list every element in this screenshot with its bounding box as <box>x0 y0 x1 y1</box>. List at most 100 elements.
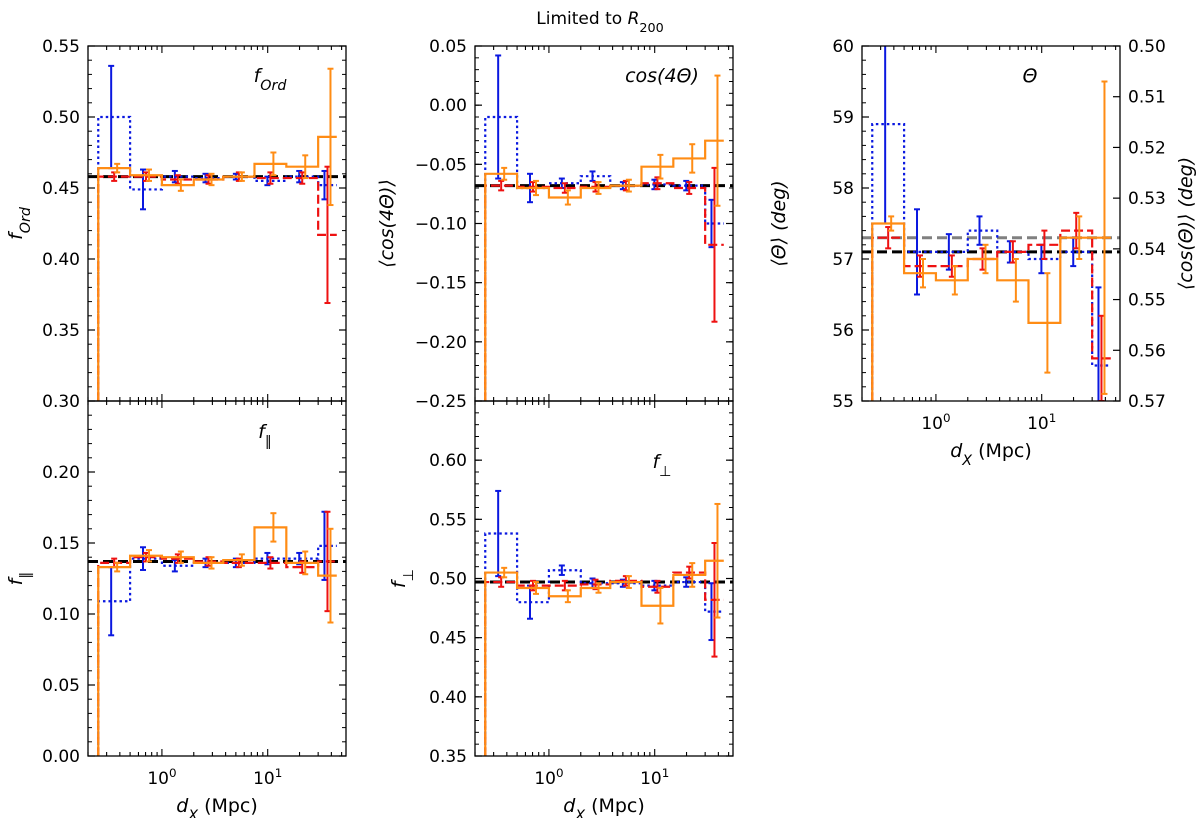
x-tick-label: 101 <box>253 766 282 789</box>
x-tick-label: 100 <box>147 766 176 789</box>
errorbar-orange <box>302 154 309 180</box>
series-orange-step <box>97 526 337 756</box>
series-orange-step <box>871 222 1111 401</box>
errorbar-orange <box>982 243 989 275</box>
y-tick-label: 0.10 <box>42 605 80 625</box>
axes-frame <box>474 45 734 402</box>
plot-cos4theta: −0.25 −0.20 −0.15 −0.10 −0.05 0.00 0.05 ⟨cos(4Θ… <box>376 37 734 412</box>
errorbar-orange <box>657 153 664 180</box>
errorbar-orange <box>146 168 153 182</box>
y-tick-label: 56 <box>832 321 854 341</box>
y-tick-label: 0.45 <box>42 179 80 199</box>
errorbar-orange <box>501 566 508 579</box>
errorbar-orange <box>595 181 602 195</box>
plot-area-f_perp <box>475 489 733 756</box>
series-red-step <box>97 175 337 401</box>
y-tick-label: 0.60 <box>429 451 467 471</box>
y-tick-label: 0.55 <box>42 37 80 57</box>
errorbar-orange <box>951 265 958 296</box>
x-axis-label: dX (Mpc) <box>176 795 258 818</box>
errorbar-orange <box>302 550 309 576</box>
errorbar-orange <box>270 151 277 177</box>
series-orange-step <box>484 559 724 756</box>
panel-annotation: cos(4Θ) <box>625 65 699 87</box>
errorbar-orange <box>625 575 632 589</box>
x-tick-label: 100 <box>534 766 563 789</box>
y-tick-label: 0.15 <box>42 534 80 554</box>
errorbar-blue <box>495 54 502 180</box>
errorbar-orange <box>327 527 334 624</box>
errorbar-blue <box>495 489 502 578</box>
errorbar-orange <box>888 215 895 232</box>
axes-frame <box>87 45 347 402</box>
x-axis-label: dX (Mpc) <box>563 795 645 818</box>
right-y-tick-label: 0.51 <box>1128 88 1166 108</box>
axes-frame <box>87 400 347 757</box>
series-blue-step <box>871 123 1111 401</box>
errorbar-orange <box>177 178 184 192</box>
errorbar-orange <box>327 67 334 207</box>
y-tick-label: −0.10 <box>415 215 467 235</box>
y-tick-label: 0.05 <box>42 676 80 696</box>
errorbar-orange <box>1076 215 1083 260</box>
y-tick-label: 60 <box>832 37 854 57</box>
series-blue-step <box>97 544 337 756</box>
y-tick-label: 0.50 <box>42 108 80 128</box>
y-tick-label: −0.05 <box>415 155 467 175</box>
y-tick-label: 57 <box>832 250 854 270</box>
series-blue-step <box>97 115 337 401</box>
errorbar-blue <box>140 546 147 571</box>
plot-theta: 55 56 57 58 59 60 100 101 dX (Mpc) ⟨Θ⟩ (deg) Θ 0.50… <box>768 37 1197 469</box>
y-tick-label: 0.30 <box>42 392 80 412</box>
errorbar-orange <box>595 582 602 594</box>
errorbar-red <box>1041 229 1048 260</box>
errorbar-orange <box>1101 80 1108 395</box>
errorbar-orange <box>501 166 508 181</box>
errorbar-red <box>267 556 274 570</box>
series-red-step <box>484 182 724 401</box>
right-y-tick-label: 0.52 <box>1128 138 1166 158</box>
y-tick-label: 0.35 <box>429 747 467 767</box>
y-tick-label: −0.20 <box>415 333 467 353</box>
errorbar-orange <box>920 258 927 289</box>
series-orange-step <box>484 139 724 401</box>
right-y-tick-label: 0.57 <box>1128 392 1166 412</box>
errorbar-orange <box>533 179 540 197</box>
panel-annotation: f⊥ <box>652 451 671 480</box>
y-tick-label: 0.35 <box>42 321 80 341</box>
y-axis-label: ⟨cos(4Θ)⟩ <box>376 179 398 268</box>
y-tick-label: 0.45 <box>429 629 467 649</box>
errorbar-orange <box>114 162 121 174</box>
errorbar-orange <box>564 589 571 604</box>
errorbar-blue <box>558 564 565 576</box>
y-tick-label: 55 <box>832 392 854 412</box>
series-red-step <box>97 556 337 756</box>
y-axis-label: ⟨Θ⟩ (deg) <box>768 180 790 266</box>
errorbar-red <box>686 181 693 195</box>
y-tick-label: −0.15 <box>415 274 467 294</box>
y-axis-label: fOrd <box>5 206 34 240</box>
panel-annotation: Θ <box>1023 65 1038 87</box>
errorbar-orange <box>625 178 632 193</box>
errorbar-orange <box>689 562 696 588</box>
errorbar-orange <box>177 550 184 564</box>
errorbar-orange <box>114 561 121 573</box>
right-y-tick-label: 0.54 <box>1128 240 1166 260</box>
y-tick-label: 0.00 <box>429 96 467 116</box>
plot-f_ord: 0.30 0.35 0.40 0.45 0.50 0.55 fOrd fOrd <box>5 37 347 412</box>
panel-annotation: fOrd <box>254 65 288 94</box>
errorbar-blue <box>1095 286 1102 401</box>
series-red-step <box>484 571 724 756</box>
plot-f_perp: 0.35 0.40 0.45 0.50 0.55 0.60 100 101 dX (Mpc) f⊥… <box>388 400 734 818</box>
y-tick-label: 0.05 <box>429 37 467 57</box>
series-red-step <box>871 229 1111 401</box>
y-tick-label: 0.50 <box>429 570 467 590</box>
series-orange-step <box>97 135 337 401</box>
errorbar-orange <box>564 189 571 206</box>
y-tick-label: −0.25 <box>415 392 467 412</box>
errorbar-orange <box>657 586 664 625</box>
right-y-tick-label: 0.53 <box>1128 189 1166 209</box>
errorbar-blue <box>914 208 921 296</box>
plot-area-f_par <box>88 510 346 756</box>
